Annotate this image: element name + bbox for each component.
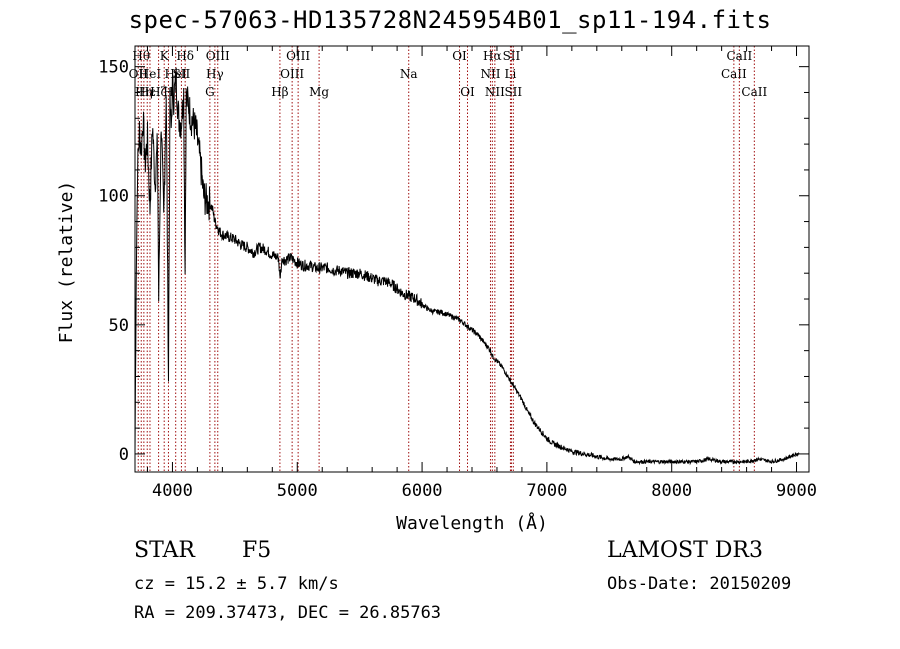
line-label-12: Hγ [206, 67, 224, 81]
line-label-29: CaII [741, 85, 767, 99]
y-tick-label-150: 150 [98, 58, 129, 78]
line-label-19: OI [452, 49, 467, 63]
x-tick-label-8000: 8000 [651, 481, 692, 501]
line-label-23: NII [485, 85, 505, 99]
chart-title: spec-57063-HD135728N245954B01_sp11-194.f… [128, 6, 772, 34]
x-tick-label-5000: 5000 [277, 481, 318, 501]
line-label-9: SII [173, 67, 191, 81]
line-label-13: OIII [206, 49, 230, 63]
x-tick-label-4000: 4000 [152, 481, 193, 501]
line-label-0: OII [129, 67, 149, 81]
line-label-18: Na [400, 67, 418, 81]
line-label-20: OI [460, 85, 475, 99]
x-axis-label: Wavelength (Å) [396, 512, 548, 534]
line-label-24: Li [505, 67, 517, 81]
axis-ticks-layer: 4000 5000 6000 7000 8000 9000 0 50 100 150 [98, 46, 817, 501]
redshift-cz: cz = 15.2 ± 5.7 km/s [134, 574, 339, 594]
object-type: STAR [134, 538, 195, 563]
line-label-28: CaII [726, 49, 752, 63]
line-label-3: Hε [139, 85, 156, 99]
observation-date: Obs-Date: 20150209 [607, 574, 792, 594]
line-label-27: CaII [721, 67, 747, 81]
line-label-5: Hζ [150, 85, 167, 99]
line-label-25: SII [503, 49, 521, 63]
x-tick-label-7000: 7000 [526, 481, 567, 501]
y-tick-label-100: 100 [98, 187, 129, 207]
y-axis-label: Flux (relative) [56, 181, 77, 344]
line-label-21: NII [480, 67, 500, 81]
line-label-22: Hα [483, 49, 502, 63]
line-label-14: Hβ [271, 85, 288, 99]
line-label-4: HeI [139, 67, 162, 81]
line-label-1: Hθ [132, 49, 150, 63]
line-label-2: Hη [135, 85, 153, 99]
ra-dec-coordinates: RA = 209.37473, DEC = 26.85763 [134, 603, 442, 623]
line-label-11: G [205, 85, 215, 99]
y-tick-label-0: 0 [119, 445, 129, 465]
line-label-6: K [160, 49, 170, 63]
x-tick-label-9000: 9000 [776, 481, 817, 501]
line-label-26: SII [504, 85, 522, 99]
spectrum-series-line [134, 67, 800, 466]
line-label-16: OIII [286, 49, 310, 63]
line-markers-layer: OIIHθHηHεHeIHζKHHeISIIHδGHγOIIIHβOIIIOII… [129, 46, 767, 472]
line-label-10: Hδ [176, 49, 194, 63]
plot-frame [134, 45, 810, 473]
survey-name: LAMOST DR3 [607, 538, 763, 563]
line-label-7: H [163, 85, 173, 99]
y-tick-label-50: 50 [109, 316, 129, 336]
spectral-subclass: F5 [242, 538, 272, 563]
line-label-17: Mg [309, 85, 329, 99]
x-tick-label-6000: 6000 [402, 481, 443, 501]
line-label-15: OIII [280, 67, 304, 81]
